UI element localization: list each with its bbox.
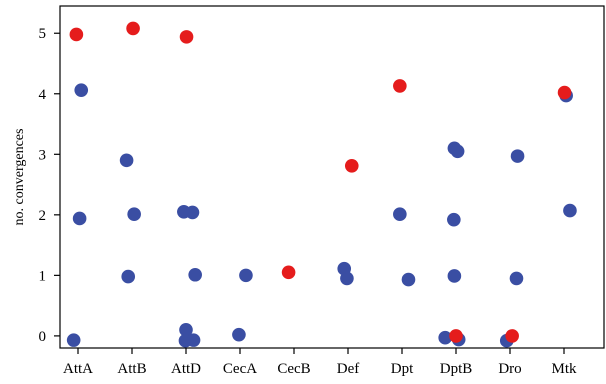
x-tick-label: Mtk xyxy=(551,361,577,377)
data-point xyxy=(232,327,246,342)
data-point xyxy=(401,272,416,287)
data-point xyxy=(505,329,519,343)
y-tick-label: 0 xyxy=(39,329,47,345)
y-axis-label: no. convergences xyxy=(12,129,27,226)
data-points xyxy=(66,21,577,348)
y-tick-label: 5 xyxy=(39,26,47,42)
data-point xyxy=(188,267,202,282)
data-point xyxy=(393,207,407,222)
y-tick-label: 4 xyxy=(39,87,47,103)
data-point xyxy=(281,265,296,280)
data-point xyxy=(510,149,525,163)
data-point xyxy=(509,271,524,286)
data-point xyxy=(179,30,194,44)
data-point xyxy=(186,333,201,347)
x-tick-label: DptB xyxy=(440,361,473,377)
data-point xyxy=(74,83,89,97)
data-point xyxy=(69,27,84,42)
y-tick-label: 2 xyxy=(39,208,47,224)
x-tick-label: CecA xyxy=(223,361,257,377)
plot-area xyxy=(59,5,605,349)
data-point xyxy=(179,323,193,337)
data-point xyxy=(393,79,407,93)
x-tick-label: AttA xyxy=(63,361,93,377)
data-point xyxy=(66,333,81,347)
x-tick-label: Def xyxy=(337,361,360,377)
y-axis: 0 1 2 3 4 5 xyxy=(39,26,60,345)
x-tick-label: CecB xyxy=(277,361,310,377)
data-point xyxy=(127,207,141,222)
data-point xyxy=(239,268,253,283)
data-point xyxy=(447,269,462,283)
y-tick-label: 3 xyxy=(39,147,47,163)
data-point xyxy=(447,212,461,227)
data-point xyxy=(72,211,87,226)
data-point xyxy=(185,205,200,220)
x-tick-label: AttD xyxy=(171,361,201,377)
data-point xyxy=(126,21,140,36)
data-point xyxy=(344,159,359,173)
x-axis: AttA AttB AttD CecA CecB Def Dpt DptB Dro Mtk xyxy=(63,348,577,377)
x-tick-label: Dpt xyxy=(391,361,414,377)
data-point xyxy=(449,329,463,343)
y-tick-label: 1 xyxy=(39,268,47,284)
data-point xyxy=(119,153,134,168)
data-point xyxy=(563,203,577,218)
data-point xyxy=(121,269,136,284)
x-tick-label: AttB xyxy=(117,361,146,377)
data-point xyxy=(438,330,453,345)
data-point xyxy=(557,85,572,100)
data-point xyxy=(340,271,354,286)
x-tick-label: Dro xyxy=(498,361,521,377)
data-point xyxy=(450,144,465,159)
